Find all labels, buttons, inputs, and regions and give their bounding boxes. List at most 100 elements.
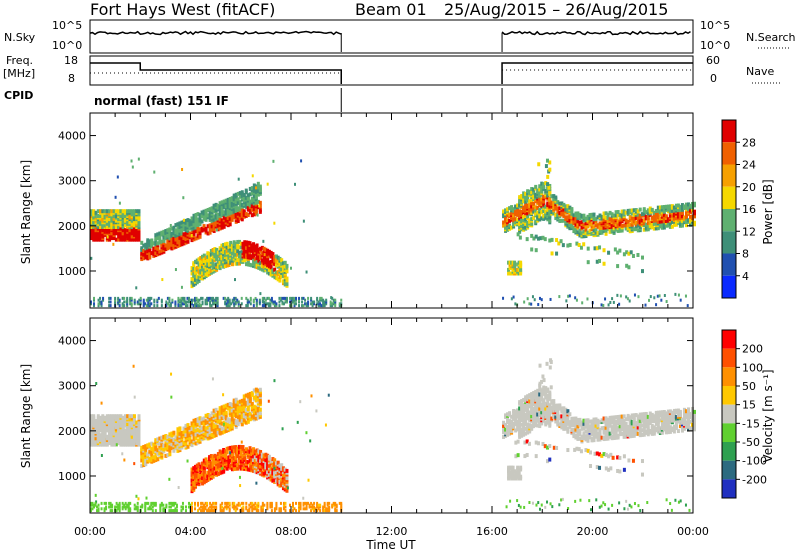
ytick-label: 1000 [58, 265, 86, 278]
data-cell [616, 293, 619, 297]
data-cell [230, 408, 234, 413]
data-cell [680, 203, 684, 208]
data-cell [186, 444, 190, 449]
data-cell [540, 298, 543, 302]
data-cell [250, 457, 254, 462]
data-cell [236, 191, 240, 196]
data-cell [610, 228, 614, 233]
data-cell [536, 188, 540, 193]
data-cell [234, 509, 237, 513]
data-cell [225, 304, 228, 308]
data-cell [259, 266, 263, 271]
data-cell [266, 464, 270, 469]
data-cell [596, 215, 600, 220]
data-cell [188, 231, 192, 236]
data-cell [290, 298, 293, 302]
data-cell [602, 248, 606, 253]
data-cell [544, 215, 548, 220]
data-cell [148, 298, 151, 302]
data-cell [129, 296, 132, 300]
data-cell [204, 226, 208, 231]
data-cell [213, 300, 216, 304]
data-cell [273, 507, 276, 511]
data-cell [269, 302, 272, 306]
data-cell [151, 505, 154, 509]
data-cell [234, 450, 238, 455]
data-cell [99, 415, 103, 420]
data-cell [194, 236, 198, 241]
data-cell [273, 258, 277, 263]
data-cell [166, 244, 170, 249]
data-cell [628, 215, 632, 220]
data-cell [153, 501, 156, 505]
data-cell [109, 304, 112, 308]
data-cell [198, 304, 201, 308]
data-cell [508, 223, 512, 228]
data-cell [208, 430, 212, 435]
data-cell [208, 469, 212, 474]
data-cell [576, 211, 580, 216]
data-cell [255, 263, 259, 268]
data-cell [168, 241, 172, 246]
data-cell [513, 264, 517, 269]
data-cell [263, 302, 266, 306]
data-cell [180, 238, 184, 243]
data-cell [285, 300, 288, 304]
data-cell [256, 213, 259, 217]
data-cell [196, 417, 200, 422]
data-cell [560, 218, 564, 223]
data-cell [269, 503, 272, 507]
data-cell [227, 458, 231, 463]
data-cell [275, 503, 278, 507]
data-cell [271, 252, 275, 257]
data-cell [338, 501, 341, 505]
data-cell [94, 436, 98, 441]
data-cell [198, 421, 202, 426]
data-cell [130, 420, 134, 425]
data-cell [97, 509, 100, 513]
data-cell [252, 206, 256, 211]
cpid-label: CPID [4, 89, 33, 102]
data-cell [267, 271, 271, 276]
data-cell [210, 432, 214, 437]
data-cell [245, 501, 248, 505]
data-cell [216, 430, 220, 435]
data-cell [156, 250, 160, 255]
data-cell [242, 193, 246, 198]
data-cell [148, 251, 152, 256]
data-cell [602, 303, 605, 307]
data-cell [288, 503, 291, 507]
data-cell [216, 296, 219, 300]
data-cell [261, 505, 264, 509]
data-cell [624, 210, 628, 215]
data-cell [90, 414, 93, 419]
data-cell [215, 256, 219, 261]
data-cell [262, 239, 265, 243]
data-cell [117, 234, 121, 239]
data-cell [300, 159, 303, 163]
data-cell [256, 181, 260, 186]
data-cell [158, 441, 162, 446]
data-cell [628, 299, 631, 303]
data-cell [242, 209, 246, 214]
data-cell [108, 501, 111, 505]
data-cell [307, 304, 310, 308]
data-cell [278, 256, 282, 261]
data-cell [305, 270, 308, 274]
data-cell [658, 222, 662, 227]
data-cell [213, 501, 216, 505]
data-cell [240, 202, 244, 207]
data-cell [237, 177, 240, 181]
data-cell [108, 209, 112, 214]
data-cell [626, 223, 630, 228]
data-cell [197, 462, 201, 467]
data-cell [335, 503, 338, 507]
data-cell [508, 419, 512, 424]
data-cell [294, 182, 297, 186]
data-cell [144, 451, 148, 456]
data-cell [117, 209, 121, 214]
data-cell [121, 505, 124, 509]
data-cell [226, 212, 230, 217]
data-cell [198, 213, 202, 218]
data-cell [610, 216, 614, 221]
